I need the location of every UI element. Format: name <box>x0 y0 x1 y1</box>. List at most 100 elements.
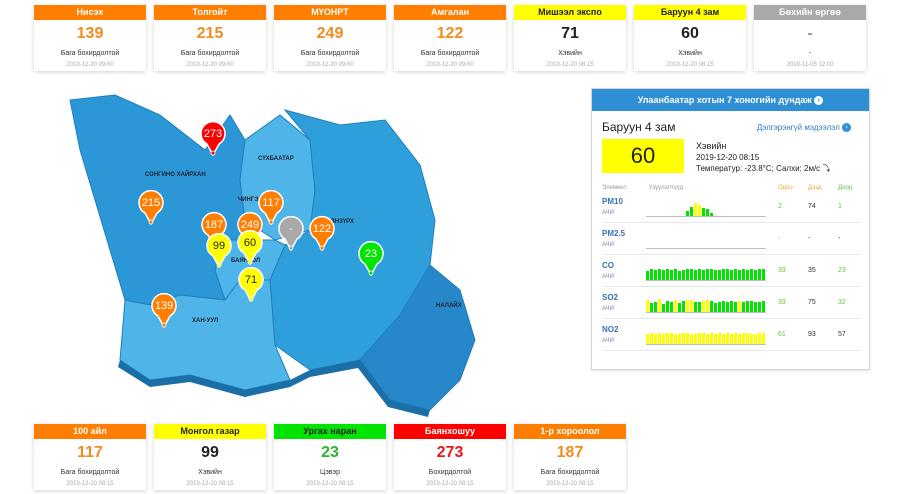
map-marker[interactable]: - <box>277 215 305 251</box>
sparkline-bar <box>738 269 741 280</box>
station-card[interactable]: МҮОНРТ 249 Бага бохирдолтой 2019-12-20 09:0… <box>274 5 386 71</box>
station-card[interactable]: Бөхийн өргөө - - 2019-11-05 12:00 <box>754 5 866 71</box>
pollutant-name[interactable]: PM10 <box>602 197 623 206</box>
sparkline-bar <box>706 333 709 344</box>
pollutant-name[interactable]: NO2 <box>602 325 619 334</box>
sparkline-bar <box>662 269 665 280</box>
card-aqi-value: 139 <box>76 25 104 42</box>
sparkline-bar <box>686 333 689 344</box>
sparkline-bar <box>690 206 693 216</box>
card-level: Бага бохирдолтой <box>180 50 240 57</box>
card-aqi-value: - <box>807 25 813 42</box>
card-station-name: Мишээл экспо <box>514 5 626 20</box>
station-card[interactable]: Нисэх 139 Бага бохирдолтой 2019-12-20 09:00 <box>34 5 146 71</box>
aqi-value: 60 <box>602 139 684 173</box>
card-level: Хэвийн <box>678 50 702 57</box>
sparkline-bar <box>658 299 661 312</box>
district-label: СОНГИНО ХАЙРХАН <box>145 172 206 178</box>
map-marker[interactable]: 99 <box>205 232 233 268</box>
map-marker-value: 249 <box>240 219 260 231</box>
pollutant-min: 23 <box>838 267 846 274</box>
pollutant-max: - <box>808 235 811 242</box>
more-details-label[interactable]: Дэлгэрэнгүй мэдээлэл <box>756 123 840 132</box>
pollutant-max: 75 <box>808 299 816 306</box>
sparkline-bar <box>714 302 717 312</box>
sparkline-bar <box>710 212 713 216</box>
card-station-name: Толгойт <box>154 5 266 20</box>
card-station-name: Монгол газар <box>154 424 266 439</box>
pollutant-name[interactable]: CO <box>602 261 614 270</box>
pollutant-row: PM2.5 АЧИ - - - <box>602 227 862 255</box>
sparkline-bar <box>690 333 693 344</box>
sparkline-bar <box>694 301 697 312</box>
map-marker[interactable]: 71 <box>237 266 265 302</box>
map-marker-value: 60 <box>243 237 257 249</box>
pollutant-sparkline <box>646 199 766 217</box>
station-card[interactable]: Толгойт 215 Бага бохирдолтой 2019-12-20 09:… <box>154 5 266 71</box>
card-level: Бага бохирдолтой <box>420 50 480 57</box>
pollutant-row: NO2 АЧИ 61 93 57 <box>602 323 862 351</box>
station-card[interactable]: Баруун 4 зам 60 Хэвийн 2019-12-20 08:15 <box>634 5 746 71</box>
sparkline-bar <box>754 301 757 312</box>
station-card[interactable]: Мишээл экспо 71 Хэвийн 2019-12-20 08:15 <box>514 5 626 71</box>
station-card[interactable]: Монгол газар 99 Хэвийн 2019-12-20 08:15 <box>154 424 266 490</box>
card-date: 2019-12-20 08:15 <box>186 481 234 487</box>
pollutant-sparkline <box>646 263 766 281</box>
map-marker[interactable]: 122 <box>308 215 336 251</box>
sparkline-bar <box>662 303 665 312</box>
district-label: БАЯНЗҮРХ <box>322 219 354 225</box>
col-max: Дээд <box>808 185 822 191</box>
sparkline-bar <box>666 269 669 280</box>
station-card[interactable]: 100 айл 117 Бага бохирдолтой 2019-12-20 08:… <box>34 424 146 490</box>
sparkline-bar <box>758 269 761 280</box>
sparkline-bar <box>742 269 745 280</box>
sparkline-bar <box>698 333 701 344</box>
map-marker[interactable]: 139 <box>150 292 178 328</box>
map-marker[interactable]: 215 <box>137 189 165 225</box>
pollutant-sparkline <box>646 231 766 249</box>
station-card[interactable]: Баянхошуу 273 Бохирдолтой 2019-12-20 08:15 <box>394 424 506 490</box>
map-marker-value: 117 <box>262 197 280 209</box>
map-marker[interactable]: 249 <box>236 211 264 247</box>
pollutant-min: 1 <box>838 203 842 210</box>
more-details-link[interactable]: Дэлгэрэнгүй мэдээлэл › <box>756 123 851 133</box>
sparkline-bar <box>710 268 713 280</box>
col-indicator: Үзүүлэлтүүд <box>649 185 684 191</box>
chevron-right-icon[interactable]: › <box>842 123 851 133</box>
pollutant-name[interactable]: PM2.5 <box>602 229 626 238</box>
map-marker-value: - <box>289 223 293 235</box>
station-card[interactable]: 1-р хороолол 187 Бага бохирдолтой 2019-12-2… <box>514 424 626 490</box>
card-date: 2019-12-20 09:00 <box>186 62 234 68</box>
map-base-shadow <box>118 360 430 417</box>
station-card[interactable]: Ургах наран 23 Цэвэр 2019-12-20 08:15 <box>274 424 386 490</box>
card-aqi-value: 60 <box>681 25 699 42</box>
sparkline-bar <box>730 270 733 280</box>
card-station-name: Бөхийн өргөө <box>754 5 866 20</box>
sparkline-bar <box>722 333 725 344</box>
map-marker[interactable]: 117 <box>257 189 285 225</box>
card-date: 2019-12-20 09:00 <box>306 62 354 68</box>
map-marker-value: 187 <box>204 219 224 231</box>
map-marker[interactable]: 187 <box>200 211 228 247</box>
map-marker[interactable]: 273 <box>199 120 227 156</box>
sparkline-bar <box>654 334 657 344</box>
pollutant-unit: АЧИ <box>602 306 614 312</box>
map-marker[interactable]: 23 <box>357 240 385 276</box>
sparkline-bar <box>702 300 705 312</box>
map-marker[interactable]: 60 <box>236 229 264 265</box>
chevron-right-icon[interactable]: › <box>814 96 824 106</box>
sparkline-bar <box>758 333 761 344</box>
sparkline-bar <box>718 301 721 312</box>
sparkline-bar <box>762 333 765 344</box>
station-card[interactable]: Амгалан 122 Бага бохирдолтой 2019-12-20 09:… <box>394 5 506 71</box>
sparkline-bar <box>746 270 749 280</box>
card-aqi-value: 99 <box>201 444 219 461</box>
card-level: Бага бохирдолтой <box>540 469 600 476</box>
card-station-name: Баянхошуу <box>394 424 506 439</box>
sparkline-bar <box>754 269 757 280</box>
card-aqi-value: 187 <box>556 444 584 461</box>
sparkline-bar <box>678 302 681 312</box>
col-now: Одоо <box>778 185 793 191</box>
pollutant-name[interactable]: SO2 <box>602 293 619 302</box>
sparkline-bar <box>686 210 689 216</box>
